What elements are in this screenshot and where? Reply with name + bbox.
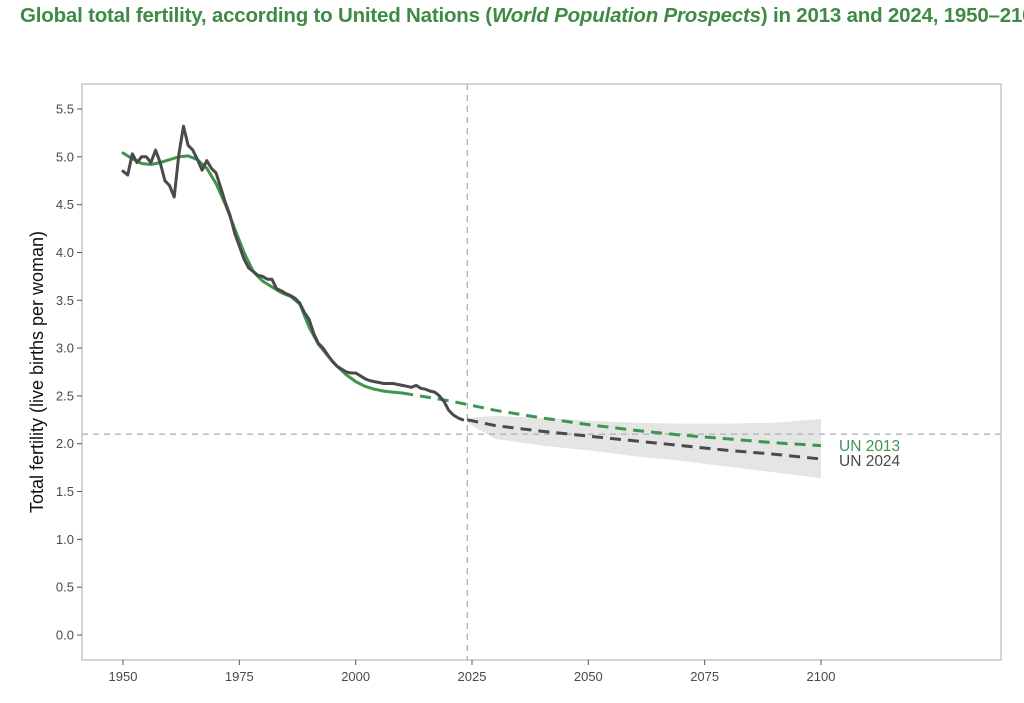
y-axis-ticks: 0.0 0.5 1.0 1.5 2.0 2.5 3.0 3.5 4.0 4.5 5.0 5.5 (56, 102, 82, 643)
y-tick-label: 4.0 (56, 245, 74, 260)
frame-layer (81, 83, 1002, 661)
y-tick-label: 4.5 (56, 197, 74, 212)
un2024-projection-line (466, 418, 822, 461)
y-tick-label: 5.0 (56, 149, 74, 164)
y-tick-label: 3.5 (56, 293, 74, 308)
series-layer (121, 124, 822, 461)
title-italic: World Population Prospects (491, 4, 761, 27)
x-tick-label: 2050 (574, 669, 603, 684)
y-axis-label: Total fertility (live births per woman) (27, 231, 47, 513)
x-axis-ticks: 1950 1975 2000 2025 2050 2075 2100 (109, 660, 836, 684)
band-layer (467, 416, 821, 479)
y-tick-label: 0.0 (56, 628, 74, 643)
x-tick-label: 2025 (458, 669, 487, 684)
x-tick-label: 2075 (690, 669, 719, 684)
y-tick-label: 0.5 (56, 580, 74, 595)
title-prefix: Global total fertility, according to Uni… (20, 4, 492, 27)
series-label-un2013: UN 2013 (839, 438, 900, 455)
reference-lines (82, 84, 1001, 660)
y-tick-label: 1.0 (56, 532, 74, 547)
un2013-observed-line (121, 151, 404, 395)
un2024-uncertainty-band (467, 416, 821, 479)
x-tick-label: 2000 (341, 669, 370, 684)
y-tick-label: 5.5 (56, 102, 74, 117)
un2013-projection-line (401, 391, 822, 448)
chart-title: Global total fertility, according to Uni… (20, 4, 1024, 28)
x-tick-label: 1950 (109, 669, 138, 684)
y-tick-label: 2.5 (56, 388, 74, 403)
plot-frame (81, 83, 1002, 661)
y-tick-label: 2.0 (56, 436, 74, 451)
series-label-un2024: UN 2024 (839, 453, 901, 470)
title-suffix: ) in 2013 and 2024, 1950–2100 (760, 4, 1024, 27)
un2024-observed-line (121, 124, 465, 422)
y-tick-label: 3.0 (56, 341, 74, 356)
x-tick-label: 1975 (225, 669, 254, 684)
y-tick-label: 1.5 (56, 484, 74, 499)
x-tick-label: 2100 (807, 669, 836, 684)
